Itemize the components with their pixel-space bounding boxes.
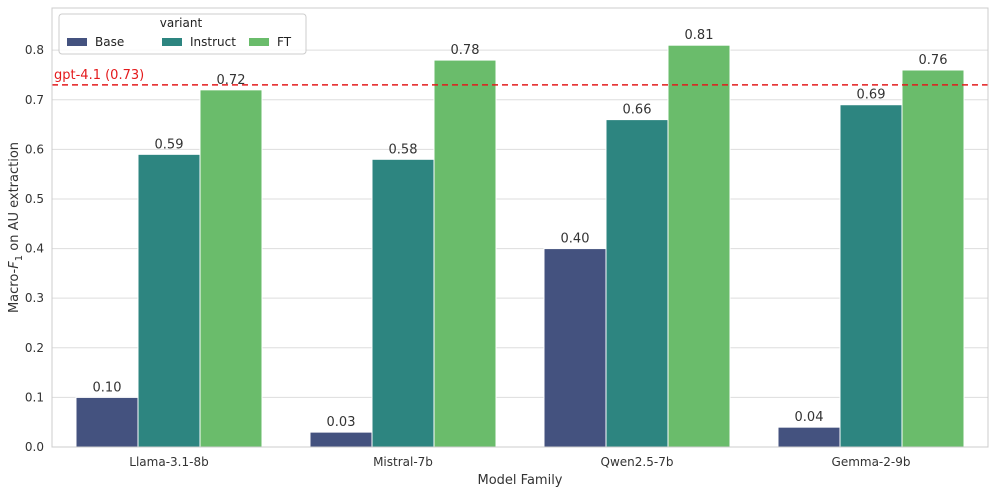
y-tick-label: 0.3 bbox=[25, 291, 44, 305]
legend-label-ft: FT bbox=[277, 35, 292, 49]
bars-layer bbox=[75, 44, 965, 448]
y-axis-title-var: F bbox=[7, 261, 22, 269]
x-tick-label: Qwen2.5-7b bbox=[601, 455, 674, 469]
data-label-ft-2: 0.81 bbox=[685, 28, 714, 43]
bar-ft-0 bbox=[199, 89, 263, 448]
y-tick-label: 0.8 bbox=[25, 43, 44, 57]
data-label-base-1: 0.03 bbox=[327, 415, 356, 430]
plot-frame bbox=[51, 7, 989, 448]
y-axis-title-subscript: 1 bbox=[14, 255, 25, 261]
y-tick-labels: 0.0 0.1 0.2 0.3 0.4 0.5 0.6 0.7 0.8 bbox=[25, 43, 44, 454]
y-tick-label: 0.2 bbox=[25, 341, 44, 355]
y-axis-title: Macro-F1 on AU extraction bbox=[7, 142, 25, 313]
bar-instruct-0 bbox=[137, 153, 201, 448]
y-tick-label: 0.6 bbox=[25, 142, 44, 156]
legend: variant Base Instruct FT bbox=[58, 13, 307, 55]
data-label-ft-1: 0.78 bbox=[451, 43, 480, 58]
data-label-base-2: 0.40 bbox=[561, 232, 590, 247]
data-label-instruct-1: 0.58 bbox=[389, 142, 418, 157]
data-label-ft-0: 0.72 bbox=[217, 73, 246, 88]
reference-line-label: gpt-4.1 (0.73) bbox=[54, 68, 144, 83]
x-tick-labels: Llama-3.1-8b Mistral-7b Qwen2.5-7b Gemma-2-… bbox=[129, 455, 910, 469]
bar-base-1 bbox=[309, 431, 373, 448]
legend-box bbox=[58, 13, 307, 55]
legend-swatch-ft bbox=[249, 38, 269, 46]
data-label-base-0: 0.10 bbox=[93, 380, 122, 395]
legend-swatch-instruct bbox=[162, 38, 182, 46]
legend-swatch-base bbox=[67, 38, 87, 46]
bar-ft-1 bbox=[433, 59, 497, 448]
bar-base-2 bbox=[543, 248, 607, 448]
x-tick-label: Mistral-7b bbox=[373, 455, 433, 469]
x-axis-title: Model Family bbox=[478, 473, 563, 488]
bar-base-0 bbox=[75, 396, 139, 448]
data-labels-layer: 0.10 0.59 0.72 0.03 0.58 0.78 0.40 0.66 0.81 0.04… bbox=[93, 28, 948, 430]
y-tick-label: 0.5 bbox=[25, 192, 44, 206]
data-label-instruct-3: 0.69 bbox=[857, 88, 886, 103]
reference-layer: gpt-4.1 (0.73) bbox=[52, 68, 988, 86]
y-axis-title-suffix: on AU extraction bbox=[7, 142, 22, 255]
y-tick-label: 0.1 bbox=[25, 390, 44, 404]
bar-base-3 bbox=[777, 426, 841, 448]
legend-title: variant bbox=[160, 16, 203, 30]
bar-ft-3 bbox=[901, 69, 965, 448]
data-label-base-3: 0.04 bbox=[795, 410, 824, 425]
bar-instruct-1 bbox=[371, 158, 435, 448]
x-tick-label: Llama-3.1-8b bbox=[129, 455, 208, 469]
y-tick-label: 0.7 bbox=[25, 93, 44, 107]
y-axis-title-prefix: Macro- bbox=[7, 268, 22, 313]
y-tick-label: 0.0 bbox=[25, 440, 44, 454]
bar-instruct-3 bbox=[839, 104, 903, 448]
y-tick-label: 0.4 bbox=[25, 242, 44, 256]
data-label-instruct-0: 0.59 bbox=[155, 137, 184, 152]
bar-ft-2 bbox=[667, 44, 731, 448]
data-label-ft-3: 0.76 bbox=[919, 53, 948, 68]
legend-label-instruct: Instruct bbox=[190, 35, 236, 49]
legend-items: Base Instruct FT bbox=[67, 35, 292, 49]
bar-instruct-2 bbox=[605, 119, 669, 448]
legend-label-base: Base bbox=[95, 35, 124, 49]
x-tick-label: Gemma-2-9b bbox=[832, 455, 911, 469]
data-label-instruct-2: 0.66 bbox=[623, 103, 652, 118]
